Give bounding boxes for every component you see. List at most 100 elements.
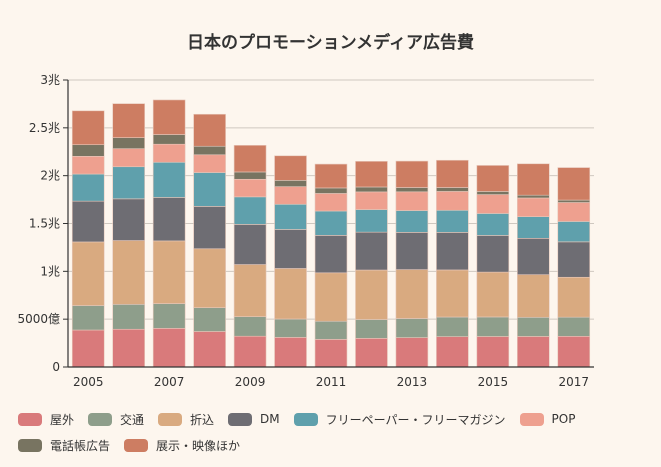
bar-segment[interactable] (71, 156, 105, 175)
bar-segment[interactable] (152, 134, 186, 145)
bar-segment[interactable] (152, 143, 186, 163)
bar-segment[interactable] (193, 331, 226, 368)
bar-segment[interactable] (152, 99, 186, 135)
bar-segment[interactable] (112, 148, 145, 168)
bar-segment[interactable] (233, 335, 267, 368)
bar-segment[interactable] (71, 173, 105, 202)
bar-segment[interactable] (476, 194, 510, 214)
bar-segment[interactable] (557, 316, 591, 337)
bar-segment[interactable] (71, 329, 105, 368)
bar-segment[interactable] (436, 187, 469, 192)
bar-segment[interactable] (193, 154, 226, 173)
bar-segment[interactable] (436, 336, 469, 368)
bar-segment[interactable] (517, 274, 550, 318)
bar-segment[interactable] (517, 238, 550, 276)
bar-segment[interactable] (233, 224, 267, 265)
bar-segment[interactable] (233, 178, 267, 198)
bar-segment[interactable] (395, 191, 429, 211)
bar-segment[interactable] (557, 199, 591, 203)
legend-item[interactable]: 展示・映像ほか (124, 437, 240, 453)
bar-segment[interactable] (193, 172, 226, 207)
legend-item[interactable]: DM (228, 411, 280, 427)
legend-item[interactable]: POP (519, 411, 575, 427)
bar-segment[interactable] (274, 268, 307, 320)
bar-segment[interactable] (476, 165, 510, 192)
legend-item[interactable]: 電話帳広告 (18, 437, 110, 453)
bar-segment[interactable] (355, 209, 388, 233)
bar-segment[interactable] (152, 197, 186, 242)
bar-segment[interactable] (476, 271, 510, 318)
bar-segment[interactable] (557, 241, 591, 278)
bar-segment[interactable] (233, 145, 267, 173)
bar-segment[interactable] (557, 202, 591, 222)
bar-segment[interactable] (436, 191, 469, 211)
bar-segment[interactable] (395, 232, 429, 270)
bar-segment[interactable] (476, 213, 510, 236)
bar-segment[interactable] (193, 307, 226, 332)
bar-segment[interactable] (112, 304, 145, 330)
bar-segment[interactable] (314, 235, 348, 274)
bar-segment[interactable] (395, 187, 429, 193)
bar-segment[interactable] (557, 336, 591, 368)
bar-segment[interactable] (314, 210, 348, 236)
bar-segment[interactable] (152, 161, 186, 198)
bar-segment[interactable] (193, 206, 226, 250)
bar-segment[interactable] (314, 163, 348, 189)
bar-segment[interactable] (436, 316, 469, 337)
bar-segment[interactable] (112, 240, 145, 305)
bar-segment[interactable] (112, 198, 145, 241)
bar-segment[interactable] (476, 191, 510, 195)
bar-segment[interactable] (476, 235, 510, 273)
bar-segment[interactable] (395, 269, 429, 319)
bar-segment[interactable] (233, 264, 267, 317)
bar-segment[interactable] (517, 336, 550, 368)
bar-segment[interactable] (355, 161, 388, 188)
bar-segment[interactable] (233, 316, 267, 337)
bar-segment[interactable] (517, 163, 550, 196)
bar-segment[interactable] (436, 269, 469, 318)
bar-segment[interactable] (112, 137, 145, 149)
bar-segment[interactable] (112, 328, 145, 368)
bar-segment[interactable] (274, 229, 307, 269)
bar-segment[interactable] (193, 145, 226, 156)
bar-segment[interactable] (314, 193, 348, 212)
bar-segment[interactable] (152, 328, 186, 368)
bar-segment[interactable] (517, 197, 550, 217)
bar-segment[interactable] (274, 155, 307, 181)
bar-segment[interactable] (557, 167, 591, 201)
legend-item[interactable]: 折込 (158, 411, 214, 427)
bar-segment[interactable] (193, 113, 226, 147)
bar-segment[interactable] (71, 144, 105, 157)
bar-segment[interactable] (233, 171, 267, 180)
bar-segment[interactable] (355, 231, 388, 271)
bar-segment[interactable] (355, 269, 388, 320)
bar-segment[interactable] (274, 180, 307, 187)
bar-segment[interactable] (112, 166, 145, 200)
bar-segment[interactable] (71, 110, 105, 146)
bar-segment[interactable] (71, 200, 105, 243)
bar-segment[interactable] (355, 319, 388, 339)
bar-segment[interactable] (517, 316, 550, 337)
bar-segment[interactable] (395, 337, 429, 368)
bar-segment[interactable] (436, 232, 469, 271)
bar-segment[interactable] (355, 191, 388, 210)
bar-segment[interactable] (274, 203, 307, 230)
bar-segment[interactable] (557, 276, 591, 318)
bar-segment[interactable] (476, 316, 510, 337)
bar-segment[interactable] (517, 194, 550, 199)
bar-segment[interactable] (112, 103, 145, 138)
bar-segment[interactable] (314, 320, 348, 340)
bar-segment[interactable] (193, 248, 226, 308)
bar-segment[interactable] (436, 159, 469, 188)
bar-segment[interactable] (152, 240, 186, 304)
bar-segment[interactable] (274, 318, 307, 338)
bar-segment[interactable] (71, 305, 105, 331)
legend-item[interactable]: フリーペーパー・フリーマガジン (293, 411, 506, 427)
bar-segment[interactable] (355, 186, 388, 193)
bar-segment[interactable] (395, 318, 429, 338)
bar-segment[interactable] (314, 187, 348, 194)
bar-segment[interactable] (557, 221, 591, 243)
legend-item[interactable]: 交通 (88, 411, 144, 427)
bar-segment[interactable] (152, 303, 186, 329)
bar-segment[interactable] (355, 338, 388, 368)
